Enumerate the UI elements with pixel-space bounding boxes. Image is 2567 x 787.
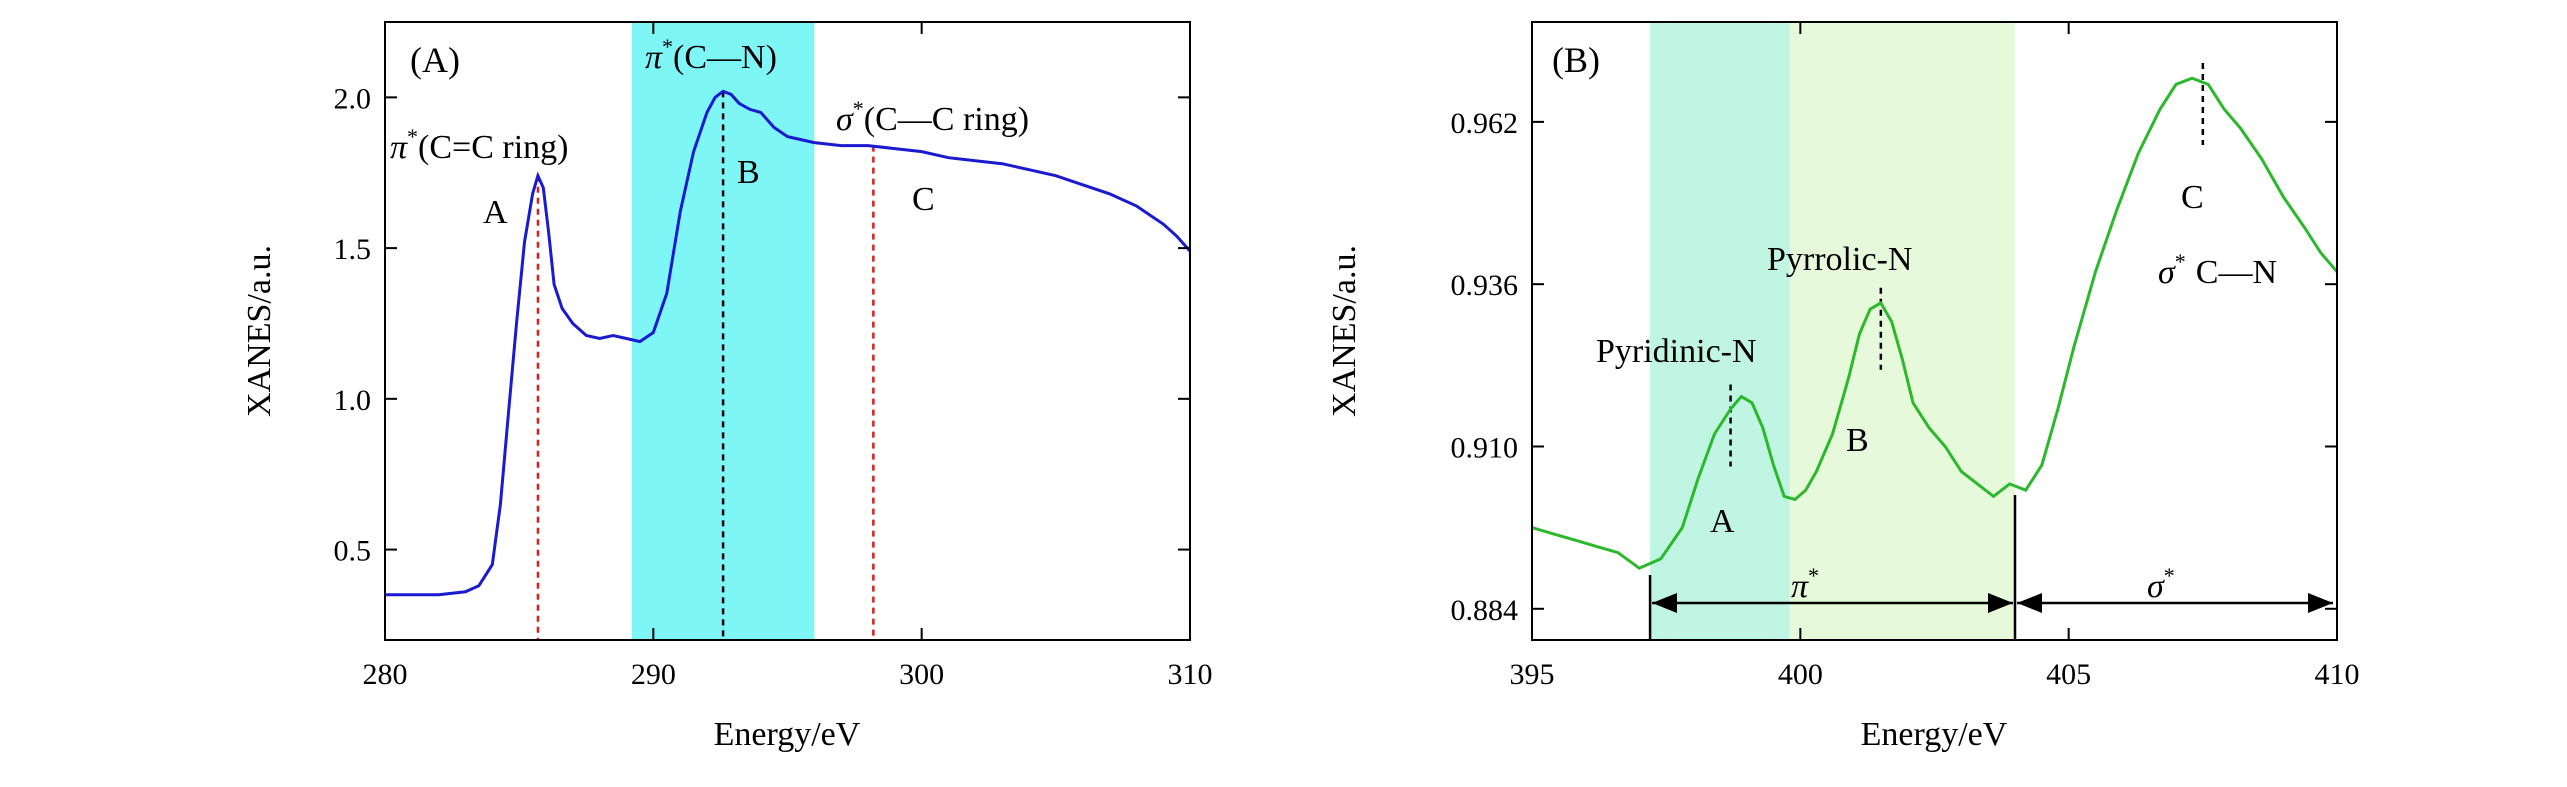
b-highlight-bands <box>1650 22 2015 640</box>
b-ytick-label-2: 0.936 <box>1451 269 1519 302</box>
a-xtick-label-1: 290 <box>631 658 676 691</box>
a-pi-cn-label: π*(C—N) <box>645 34 777 76</box>
a-ytick-label-3: 2.0 <box>334 82 372 115</box>
b-ytick-label-1: 0.910 <box>1451 431 1519 464</box>
a-plot-frame <box>384 21 1191 641</box>
a-ytick-label-0: 0.5 <box>334 535 372 568</box>
b-xanes-curve <box>1531 76 2339 570</box>
b-panel-label: (B) <box>1552 40 1600 80</box>
a-peak-a-letter: A <box>483 194 508 231</box>
b-xtick-label-2: 405 <box>2046 658 2091 691</box>
b-sigma-cn-symbol: σ <box>2158 254 2176 291</box>
b-pi-range-symbol: π <box>1791 568 1809 605</box>
a-xtick-label-3: 310 <box>1168 658 1213 691</box>
a-xtick-label-0: 280 <box>363 658 408 691</box>
b-peak-b-letter: B <box>1846 422 1869 459</box>
b-y-axis-title: XANES/a.u. <box>1326 245 1363 417</box>
a-sigma-cc-ring-label: σ*(C—C ring) <box>836 96 1029 138</box>
a-sigma-symbol: σ <box>836 101 854 138</box>
a-y-axis-title: XANES/a.u. <box>241 245 278 417</box>
a-x-axis-title: Energy/eV <box>714 716 861 753</box>
a-pi-cn-symbol: π <box>645 39 663 76</box>
b-range-arrows <box>1648 495 2333 640</box>
a-peak-drop-lines <box>536 91 875 640</box>
a-pi-star: * <box>407 124 418 149</box>
a-xtick-label-2: 300 <box>899 658 944 691</box>
b-sigma-range-symbol: σ <box>2147 568 2165 605</box>
a-pi-cn-text: (C—N) <box>673 39 777 76</box>
a-peak-c-letter: C <box>912 181 935 218</box>
a-ticks: 280 290 300 310 0.5 1.0 1.5 2.0 <box>334 22 1213 691</box>
a-ytick-label-1: 1.0 <box>334 384 372 417</box>
a-pi-cc-text: (C=C ring) <box>418 129 568 166</box>
a-xanes-curve <box>385 89 1192 597</box>
b-xtick-label-1: 400 <box>1778 658 1823 691</box>
b-pi-range-star: * <box>1808 563 1819 588</box>
b-peak-c-letter: C <box>2181 179 2204 216</box>
b-x-axis-title: Energy/eV <box>1861 716 2008 753</box>
b-ytick-label-3: 0.962 <box>1451 107 1519 140</box>
b-sigma-cn-label: σ* C—N <box>2158 249 2277 291</box>
b-plot-frame <box>1531 21 2338 641</box>
b-xtick-label-3: 410 <box>2315 658 2360 691</box>
a-ytick-label-2: 1.5 <box>334 233 372 266</box>
b-sigma-range-label: σ* <box>2147 563 2175 605</box>
b-xtick-label-0: 395 <box>1510 658 1555 691</box>
b-ytick-label-0: 0.884 <box>1451 594 1519 627</box>
a-sigma-cc-text: (C—C ring) <box>864 101 1029 138</box>
b-ticks: 395 400 405 410 0.884 0.910 0.936 0.962 <box>1451 22 2360 691</box>
a-pi-symbol: π <box>390 129 408 166</box>
b-band-1 <box>1789 22 2015 640</box>
b-band-0 <box>1650 22 1790 640</box>
b-peak-a-letter: A <box>1710 503 1735 540</box>
b-sigma-cn-text: C—N <box>2196 254 2277 291</box>
b-pyridinic-label: Pyridinic-N <box>1596 333 1757 370</box>
b-pyrrolic-label: Pyrrolic-N <box>1767 241 1912 278</box>
b-pi-range-label: π* <box>1791 563 1819 605</box>
b-sigma-cn-star: * <box>2175 249 2186 274</box>
b-sigma-range-star: * <box>2164 563 2175 588</box>
a-sigma-star: * <box>853 96 864 121</box>
a-panel-label: (A) <box>410 40 460 80</box>
panel-a: 280 290 300 310 0.5 1.0 1.5 2.0 (A) Energy/eV X… <box>241 21 1213 753</box>
a-peak-b-letter: B <box>737 154 760 191</box>
a-pi-cn-star: * <box>662 34 673 59</box>
panel-b: 395 400 405 410 0.884 0.910 0.936 0.962 (B) Ene… <box>1326 21 2360 753</box>
a-pi-cc-ring-label: π*(C=C ring) <box>390 124 569 166</box>
